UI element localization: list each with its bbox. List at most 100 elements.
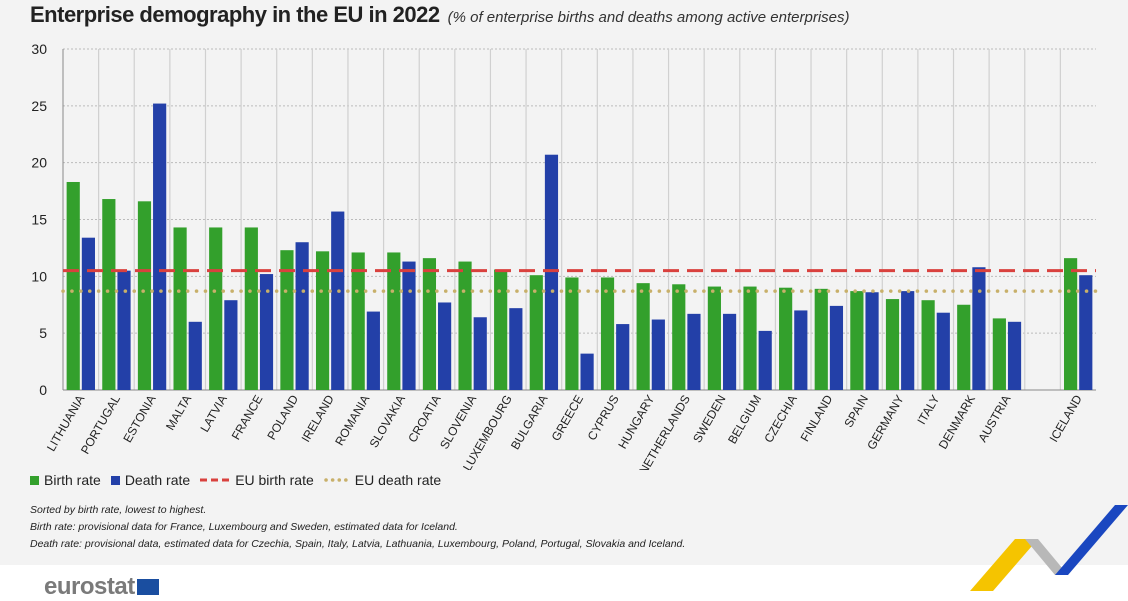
x-tick-label: FRANCE — [229, 393, 266, 443]
dashed-line-swatch — [200, 478, 231, 482]
x-tick-label: BELGIUM — [725, 393, 764, 447]
birth-rate-bar — [779, 287, 793, 390]
birth-rate-bar — [992, 318, 1006, 390]
y-tick-label: 5 — [39, 325, 47, 341]
birth-rate-bar — [814, 288, 828, 390]
birth-rate-bar — [957, 304, 971, 390]
legend-label: EU birth rate — [235, 472, 314, 488]
x-tick-label: ROMANIA — [332, 393, 372, 449]
x-tick-label: CROATIA — [405, 393, 443, 445]
y-tick-label: 15 — [31, 212, 47, 228]
x-tick-label: MALTA — [163, 393, 194, 433]
death-rate-bar — [259, 274, 274, 390]
death-rate-bar — [651, 319, 665, 390]
death-rate-bar — [972, 267, 986, 390]
birth-rate-bar — [885, 299, 900, 390]
death-rate-bar — [117, 270, 131, 390]
x-tick-label: CYPRUS — [585, 393, 622, 443]
birth-rate-bar — [600, 277, 615, 390]
birth-rate-bar — [387, 252, 401, 390]
birth-rate-bar — [173, 227, 187, 390]
death-rate-bar — [153, 103, 167, 390]
death-rate-bar — [616, 324, 630, 390]
x-tick-label: ITALY — [914, 393, 942, 427]
death-rate-bar — [331, 211, 345, 390]
death-rate-bar — [81, 237, 95, 390]
birth-rate-bar — [458, 261, 472, 390]
birth-rate-bar — [102, 199, 116, 390]
birth-rate-bar — [707, 286, 721, 390]
y-tick-label: 30 — [31, 41, 47, 57]
death-rate-bar — [794, 310, 808, 390]
death-rate-bar — [224, 300, 238, 390]
x-tick-label: GERMANY — [864, 393, 906, 453]
death-rate-bar — [829, 305, 844, 390]
legend-label: EU death rate — [354, 472, 442, 488]
birth-rate-bar — [529, 275, 543, 390]
birth-rate-bar — [743, 286, 757, 390]
x-tick-label: BULGARIA — [508, 393, 550, 453]
x-tick-label: SWEDEN — [690, 393, 728, 446]
death-rate-bar — [1079, 275, 1093, 390]
footnote: Sorted by birth rate, lowest to highest. — [30, 504, 207, 516]
footnote: Birth rate: provisional data for France,… — [30, 521, 458, 533]
legend-birth-rate: Birth rate — [30, 472, 101, 488]
birth-rate-bar — [137, 201, 152, 390]
birth-rate-bar — [921, 300, 935, 390]
birth-rate-bar — [565, 277, 579, 390]
x-tick-label: POLAND — [264, 392, 301, 442]
death-rate-bar — [402, 261, 416, 390]
legend-eu-death-rate: EU death rate — [324, 472, 441, 488]
death-rate-bar — [936, 312, 950, 390]
y-tick-label: 10 — [31, 268, 47, 284]
birth-rate-bar — [422, 258, 437, 390]
death-rate-bar — [758, 330, 772, 390]
y-tick-label: 0 — [39, 382, 47, 398]
y-tick-label: 20 — [31, 155, 47, 171]
x-tick-label: AUSTRIA — [975, 392, 1013, 444]
birth-rate-bar — [209, 227, 223, 390]
x-tick-label: IRELAND — [299, 392, 337, 444]
chart-panel — [0, 0, 1128, 565]
footnote: Death rate: provisional data, estimated … — [30, 538, 686, 550]
death-rate-bar — [295, 242, 309, 390]
birth-rate-bar — [280, 250, 294, 390]
death-rate-bar — [509, 308, 523, 390]
death-rate-bar — [438, 302, 452, 390]
x-tick-label: ESTONIA — [120, 393, 158, 445]
legend: Birth rate Death rate EU birth rate EU d… — [30, 472, 441, 488]
birth-rate-bar — [672, 284, 686, 390]
death-rate-bar — [544, 154, 559, 390]
death-rate-bar — [901, 291, 915, 390]
death-rate-bar — [580, 353, 594, 390]
birth-swatch — [30, 475, 39, 485]
x-tick-label: FINLAND — [798, 392, 836, 444]
legend-death-rate: Death rate — [110, 472, 191, 488]
birth-rate-bar — [244, 227, 258, 390]
death-rate-bar — [188, 321, 202, 390]
title-text: Enterprise demography in the EU in 2022 — [30, 2, 440, 27]
chart-subtitle: (% of enterprise births and deaths among… — [447, 9, 850, 26]
dotted-line-swatch — [324, 478, 350, 482]
eurostat-logo: eurostat — [44, 573, 159, 601]
birth-rate-bar — [315, 251, 330, 390]
x-tick-label: SLOVAKIA — [367, 393, 408, 451]
x-tick-label: DENMARK — [936, 393, 978, 452]
birth-rate-bar — [1064, 258, 1078, 390]
birth-rate-bar — [636, 283, 650, 390]
death-rate-bar — [687, 313, 701, 390]
x-tick-label: GREECE — [549, 393, 586, 444]
x-tick-label: LATVIA — [198, 393, 230, 435]
footnotes: Sorted by birth rate, lowest to highest.… — [30, 502, 685, 553]
y-tick-label: 25 — [31, 98, 47, 114]
death-rate-bar — [865, 292, 879, 390]
x-tick-label: ICELAND — [1047, 392, 1085, 444]
legend-eu-birth-rate: EU birth rate — [200, 472, 314, 488]
death-rate-bar — [366, 311, 380, 390]
death-rate-bar — [722, 313, 737, 390]
birth-rate-bar — [351, 252, 365, 390]
legend-label: Death rate — [124, 472, 191, 488]
x-tick-label: SPAIN — [841, 393, 871, 430]
birth-rate-bar — [494, 269, 508, 390]
